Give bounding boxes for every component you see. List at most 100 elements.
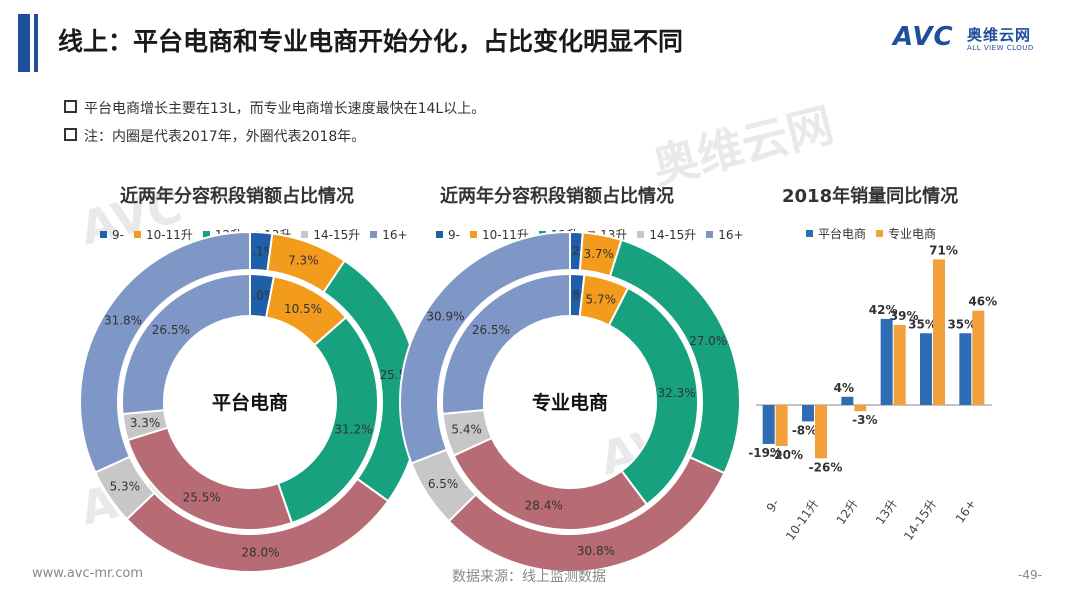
page-title: 线上：平台电商和专业电商开始分化，占比变化明显不同 [58, 27, 684, 56]
legend-swatch [806, 230, 813, 237]
bar [880, 318, 893, 405]
legend-label: 14-15升 [649, 228, 697, 242]
bar [959, 333, 972, 405]
chart-title: 2018年销量同比情况 [782, 186, 959, 207]
slice-data-label: 3.3% [130, 416, 161, 430]
slice-data-label: 28.0% [241, 546, 279, 560]
x-tick-label: 9- [764, 497, 782, 515]
bar-data-label: 4% [834, 381, 854, 395]
x-tick-label: 13升 [873, 497, 900, 527]
x-tick-label: 14-15升 [901, 497, 939, 543]
bar-data-label: -20% [769, 448, 803, 462]
slice-data-label: 5.3% [110, 479, 141, 493]
logo-en-text: ALL VIEW CLOUD [967, 44, 1034, 52]
donut-center-label: 平台电商 [212, 391, 288, 414]
donut-center-label: 专业电商 [532, 391, 608, 414]
bar [893, 325, 906, 405]
donut-slice [452, 436, 649, 531]
legend-item: 10-11升 [469, 226, 529, 243]
chart-title: 近两年分容积段销额占比情况 [440, 186, 674, 207]
slice-data-label: 6.5% [428, 477, 459, 491]
legend-label: 10-11升 [145, 228, 193, 242]
bar-chart-yoy: -19%-20% 9- -8% -26% 10-11升 4% -3% 12升 42%39% 13升… [748, 243, 997, 543]
bar-data-label: 42% [869, 303, 898, 317]
legend-swatch [706, 231, 714, 238]
watermark: 奥维云网 [646, 97, 839, 195]
page-number: -49- [1018, 568, 1042, 582]
logo-cn-text: 奥维云网 [967, 26, 1032, 44]
legend-item: 10-11升 [133, 226, 193, 243]
footer-source: 数据来源：线上监测数据 [452, 569, 606, 585]
donut-chart-specialist: 1.8%5.7%32.3%28.4%5.4%26.5%1.2%3.7%27.0%… [399, 230, 741, 573]
square-bullet-icon [64, 128, 77, 141]
donut-slice [276, 315, 379, 525]
legend-swatch [637, 231, 645, 238]
x-tick-label: 10-11升 [783, 497, 821, 543]
slice-data-label: 2.1% [245, 244, 276, 258]
donut-slice [399, 230, 571, 465]
bar [762, 405, 775, 444]
slice-data-label: 30.9% [426, 310, 464, 324]
slice-data-label: 5.7% [586, 293, 617, 307]
donut-slice [441, 272, 571, 415]
x-tick-label: 12升 [834, 497, 861, 527]
slice-data-label: 31.8% [104, 313, 142, 327]
bar [920, 333, 932, 405]
brand-logo: AVC 奥维云网 ALL VIEW CLOUD [893, 22, 1053, 62]
legend-label: 平台电商 [818, 227, 867, 241]
bar-data-label: -26% [809, 460, 843, 474]
bullet-note: 平台电商增长主要在13L，而专业电商增长速度最快在14L以上。 [64, 98, 485, 118]
bar [775, 405, 788, 446]
slice-data-label: 31.2% [334, 422, 372, 436]
bar-data-label: 39% [890, 309, 919, 323]
footer-website: www.avc-mr.com [32, 566, 144, 581]
legend-item: 专业电商 [876, 225, 936, 242]
bar-data-label: -3% [852, 413, 877, 427]
chart-legend: 平台电商 专业电商 [806, 225, 946, 242]
legend-label: 专业电商 [888, 227, 937, 241]
slice-data-label: 32.3% [658, 386, 696, 400]
x-tick-label: 16+ [953, 497, 979, 526]
legend-label: 16+ [718, 228, 744, 242]
bar-data-label: 46% [968, 295, 997, 309]
slice-data-label: 10.5% [284, 302, 322, 316]
slice-data-label: 27.0% [689, 334, 727, 348]
title-accent-bar [34, 14, 38, 72]
slice-data-label: 30.8% [577, 544, 615, 558]
bar-data-label: 35% [908, 317, 937, 331]
donut-slice [607, 286, 699, 506]
bar [841, 396, 854, 405]
legend-swatch [469, 231, 477, 238]
bar-data-label: -8% [792, 423, 817, 437]
legend-label: 9- [112, 228, 124, 242]
legend-swatch [133, 231, 141, 238]
legend-item: 9- [436, 228, 460, 242]
donut-chart-platform: 3.0%10.5%31.2%25.5%3.3%26.5%2.1%7.3%25.5… [79, 230, 421, 573]
bullet-note: 注：内圈是代表2017年，外圈代表2018年。 [64, 126, 365, 146]
bar [815, 405, 827, 459]
bar [854, 405, 867, 412]
bar [972, 310, 985, 405]
legend-swatch [876, 230, 884, 237]
logo-mark: AVC [893, 22, 954, 52]
donut-slice [121, 272, 251, 416]
legend-swatch [202, 231, 210, 238]
square-bullet-icon [64, 100, 77, 113]
bar-data-label: 71% [929, 243, 958, 257]
bar [802, 405, 814, 422]
legend-item: 平台电商 [806, 225, 866, 242]
bar [933, 259, 945, 405]
legend-label: 14-15升 [313, 228, 361, 242]
legend-label: 16+ [382, 228, 408, 242]
slice-data-label: 26.5% [472, 323, 510, 337]
legend-item: 9- [100, 228, 124, 242]
bar-data-label: -19% [748, 446, 782, 460]
legend-swatch [100, 231, 107, 238]
legend-swatch [370, 231, 378, 238]
slice-data-label: 3.7% [583, 247, 614, 261]
chart-title: 近两年分容积段销额占比情况 [120, 186, 354, 207]
slice-data-label: 25.5% [183, 490, 221, 504]
legend-item: 14-15升 [301, 226, 360, 243]
legend-label: 9- [448, 228, 460, 242]
slice-data-label: 26.5% [152, 323, 190, 337]
